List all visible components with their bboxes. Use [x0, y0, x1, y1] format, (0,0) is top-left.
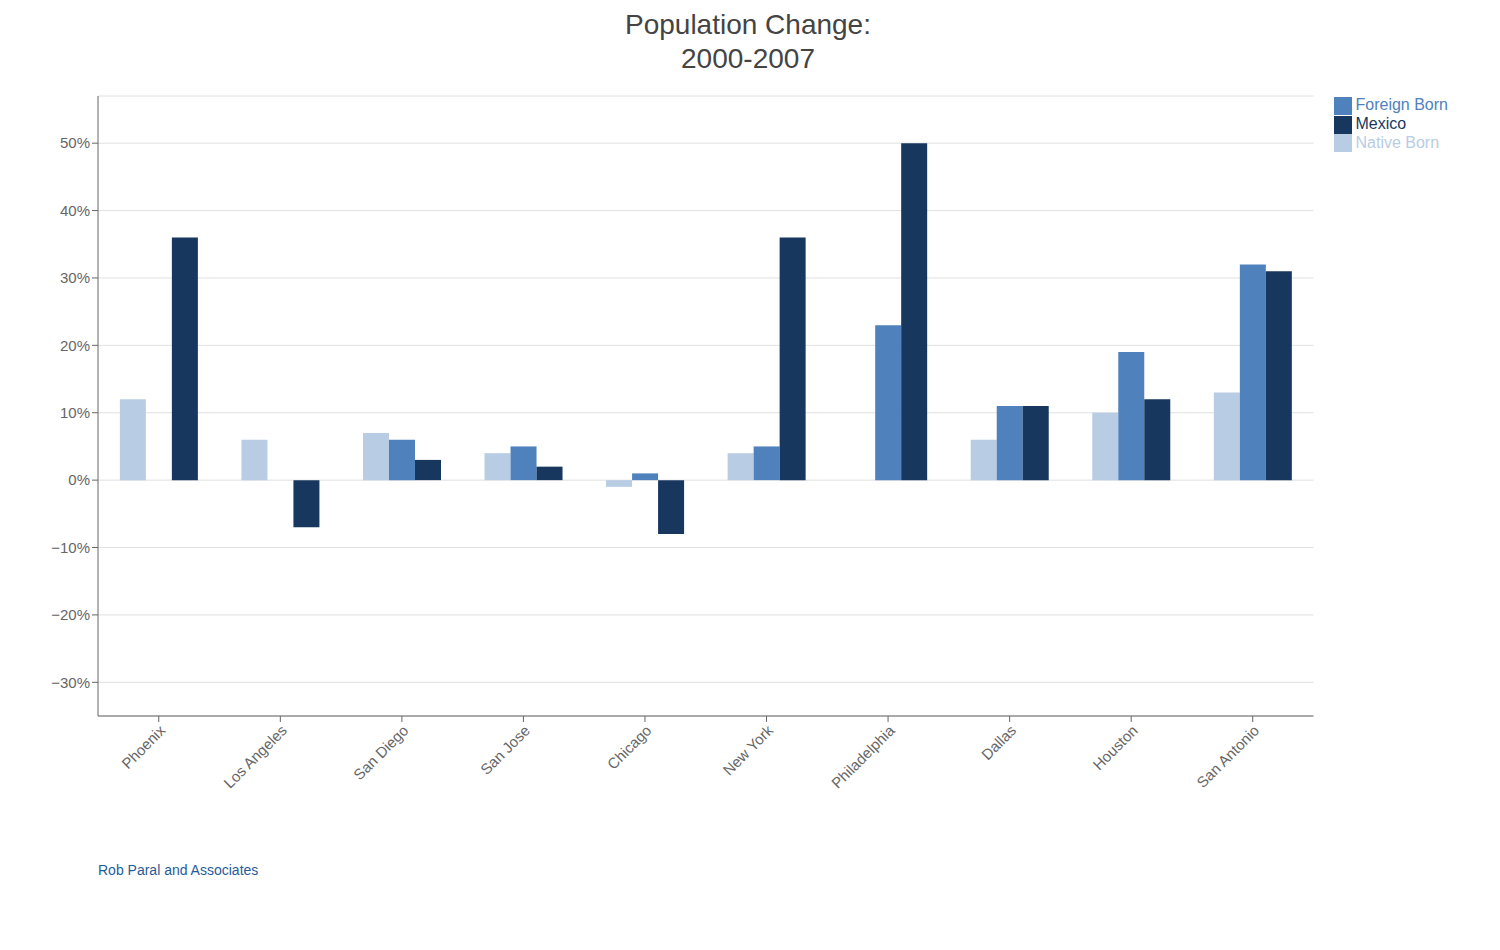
html-text:Population Change:: Population Change: [625, 9, 871, 40]
svg-text:20%: 20% [60, 337, 90, 354]
svg-text:10%: 10% [60, 404, 90, 421]
html-text:Rob Paral and Associates: Rob Paral and Associates [98, 862, 259, 878]
svg-text:Los Angeles: Los Angeles [220, 722, 290, 792]
svg-text:New York: New York [719, 721, 776, 778]
svg-text:50%: 50% [60, 134, 90, 151]
svg-text:Philadelphia: Philadelphia [828, 721, 898, 791]
svg-text:40%: 40% [60, 202, 90, 219]
html-text:Native Born: Native Born [1355, 133, 1440, 151]
svg-text:30%: 30% [60, 269, 90, 286]
svg-text:Phoenix: Phoenix [118, 721, 169, 772]
svg-text:Houston: Houston [1089, 722, 1141, 774]
svg-text:Chicago: Chicago [604, 722, 655, 773]
svg-text:San Diego: San Diego [350, 722, 412, 784]
html-text:Mexico: Mexico [1355, 114, 1407, 132]
svg-text:San Antonio: San Antonio [1193, 722, 1262, 791]
svg-text:San Jose: San Jose [477, 722, 533, 778]
html-text:Foreign Born: Foreign Born [1355, 96, 1448, 113]
svg-text:−30%: −30% [51, 674, 90, 691]
svg-text:Dallas: Dallas [978, 722, 1019, 763]
html-text:2000-2007: 2000-2007 [681, 43, 815, 74]
svg-text:−10%: −10% [51, 539, 90, 556]
svg-text:−20%: −20% [51, 606, 90, 623]
svg-text:0%: 0% [68, 471, 90, 488]
